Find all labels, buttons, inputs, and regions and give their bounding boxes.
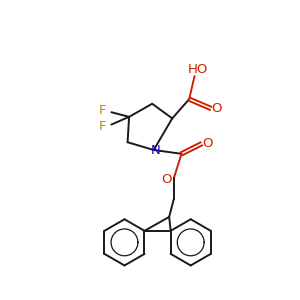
Text: O: O [161,173,171,187]
Text: F: F [98,120,106,133]
Text: O: O [212,102,222,115]
Text: N: N [150,144,160,157]
Text: O: O [202,137,213,150]
Text: F: F [98,104,106,117]
Text: HO: HO [188,63,208,76]
